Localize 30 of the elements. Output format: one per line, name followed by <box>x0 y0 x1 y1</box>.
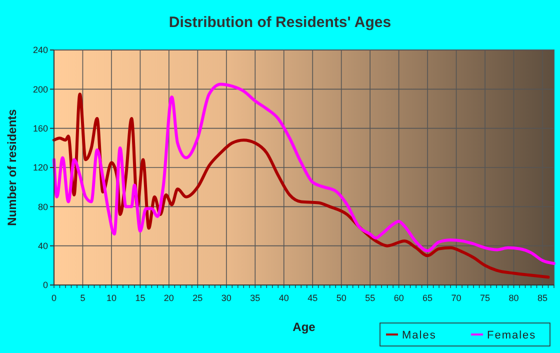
x-tick-label: 10 <box>106 293 116 303</box>
x-tick-label: 40 <box>278 293 289 303</box>
x-tick-label: 0 <box>51 293 57 303</box>
x-tick-label: 60 <box>394 293 404 303</box>
y-tick-label: 40 <box>38 240 48 251</box>
chart-title: Distribution of Residents' Ages <box>168 14 392 31</box>
x-tick-label: 70 <box>451 293 462 303</box>
x-tick-label: 5 <box>80 293 86 303</box>
x-tick-label: 45 <box>308 293 318 303</box>
y-tick-label: 80 <box>38 202 48 212</box>
legend-label: Males <box>402 329 436 342</box>
y-tick-label: 200 <box>32 84 48 94</box>
x-tick-label: 55 <box>365 293 376 303</box>
x-tick-label: 65 <box>422 293 433 303</box>
x-tick-label: 15 <box>135 293 146 303</box>
x-tick-label: 50 <box>336 293 346 303</box>
x-tick-label: 75 <box>480 293 490 303</box>
y-axis-title: Number of residents <box>5 108 19 226</box>
x-axis-title: Age <box>292 320 316 334</box>
x-tick-label: 25 <box>192 293 203 303</box>
y-tick-label: 240 <box>32 45 48 56</box>
x-tick-label: 35 <box>250 293 260 303</box>
legend-label: Females <box>487 329 536 342</box>
y-tick-label: 0 <box>42 280 48 290</box>
x-tick-label: 30 <box>221 293 232 303</box>
x-tick-label: 80 <box>508 293 519 303</box>
y-tick-label: 120 <box>32 162 48 173</box>
x-tick-label: 85 <box>538 293 548 303</box>
x-tick-label: 20 <box>164 293 174 303</box>
y-tick-label: 160 <box>32 123 48 134</box>
